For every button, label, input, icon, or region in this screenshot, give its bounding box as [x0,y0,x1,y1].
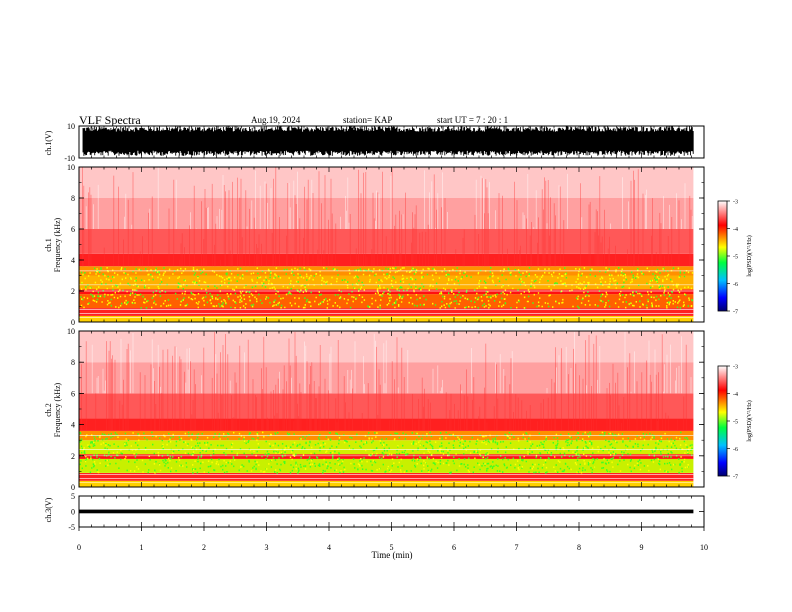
spectrogram-band [79,198,694,229]
time-xtick-label: 5 [390,543,394,552]
ch2-colorbar-label: log(PSD)(V²/Hz) [746,400,753,441]
spectrogram-band [79,418,694,431]
time-xtick-label: 1 [140,543,144,552]
spectrogram-band [79,315,694,322]
spectrogram-band [79,480,694,487]
panel4-ytick-label: 5 [71,492,75,501]
spectrogram-band [79,458,694,473]
colorbar-tick-label: -6 [733,447,738,453]
spectrogram-band [79,473,694,481]
ch2-colorbar: log(PSD)(V²/Hz) -3 -4 -5 -6 -7 [717,365,753,481]
time-xtick-label: 10 [700,543,708,552]
spectrogram-streaks [82,167,692,267]
panel3-ytick-label: 10 [67,327,75,336]
spectrogram-streaks [81,332,687,431]
ch2-spectrogram-image [79,331,694,487]
time-xtick-label: 8 [577,543,581,552]
ch1-waveform-panel [82,126,694,156]
time-xtick-label: 2 [202,543,206,552]
panel2-ytick-label: 4 [71,256,75,265]
colorbar-tick-label: -7 [733,310,738,316]
panel4-ytick-label: 0 [71,508,75,517]
panel2-ytick-label: 2 [71,287,75,296]
colorbar-tick-label: -5 [733,420,738,426]
start-time-label: start UT = 7 : 20 : 1 [437,115,509,125]
colorbar-tick-label: -4 [733,392,738,398]
panel3-ytick-label: 6 [71,389,75,398]
spectrogram-green-speckles [79,431,693,474]
ch2-spec-ylabel-channel: ch.2 [44,403,53,417]
ch1-colorbar-label: log(PSD)(V²/Hz) [746,235,753,276]
panel2-ytick-label: 6 [71,225,75,234]
colorbar-tick-label: -4 [733,227,738,233]
panel2-ytick-label: 10 [67,163,75,172]
ch1-spectrogram-panel [79,167,694,322]
ch2-spec-ylabel-frequency: Frequency (kHz) [53,382,62,437]
spectrogram-yellow-speckles [80,267,694,309]
panel3-ytick-label: 2 [71,452,75,461]
panel3-ytick-label: 4 [71,421,75,430]
ch1-colorbar: log(PSD)(V²/Hz) -3 -4 -5 -6 -7 [717,200,753,316]
spectrogram-band [79,289,694,295]
panel3-ytick-label: 8 [71,358,75,367]
figure-title: VLF Spectra [79,113,141,127]
spectrogram-yellow-speckles [82,431,691,474]
ch1-spec-ylabel-frequency: Frequency (kHz) [53,217,62,272]
time-xtick-label: 3 [265,543,269,552]
ch2-spectrogram-panel [79,331,694,487]
ch3-wave-ylabel: ch.3(V) [44,497,53,522]
time-xtick-label: 6 [452,543,456,552]
time-xtick-label: 9 [640,543,644,552]
spectrogram-band [79,454,694,459]
ch1-waveform-trace [82,126,694,156]
spectrogram-gaps [85,167,693,229]
date-label: Aug.19, 2024 [251,115,301,125]
spectrogram-band [79,393,694,419]
colorbar-tick-label: -7 [733,475,738,481]
ch1-spec-ylabel-channel: ch.1 [44,238,53,252]
ch3-waveform-trace [79,509,694,514]
time-xtick-label: 4 [327,543,331,552]
time-xlabel: Time (min) [372,550,413,560]
panel1-ytick-label: 10 [67,122,75,131]
colorbar-tick-label: -5 [733,255,738,261]
panel1-ytick-label: -10 [64,154,75,163]
colorbar-tick-label: -6 [733,282,738,288]
panel4-ytick-label: -5 [68,523,75,532]
ch1-spectrogram-image [79,167,694,322]
ch1-wave-ylabel: ch.1(V) [44,130,53,155]
colorbar-tick-label: -3 [733,200,738,206]
station-label: station= KAP [343,115,393,125]
time-xtick-label: 0 [77,543,81,552]
colorbar-tick-label: -3 [733,365,738,371]
spectrogram-band [79,308,694,316]
time-xtick-label: 7 [515,543,519,552]
spectrogram-gaps [91,331,692,394]
panel2-ytick-label: 0 [71,318,75,327]
spectrogram-band [79,167,694,198]
panel2-ytick-label: 8 [71,194,75,203]
panel3-ytick-label: 0 [71,483,75,492]
ch3-waveform-panel [79,509,694,514]
